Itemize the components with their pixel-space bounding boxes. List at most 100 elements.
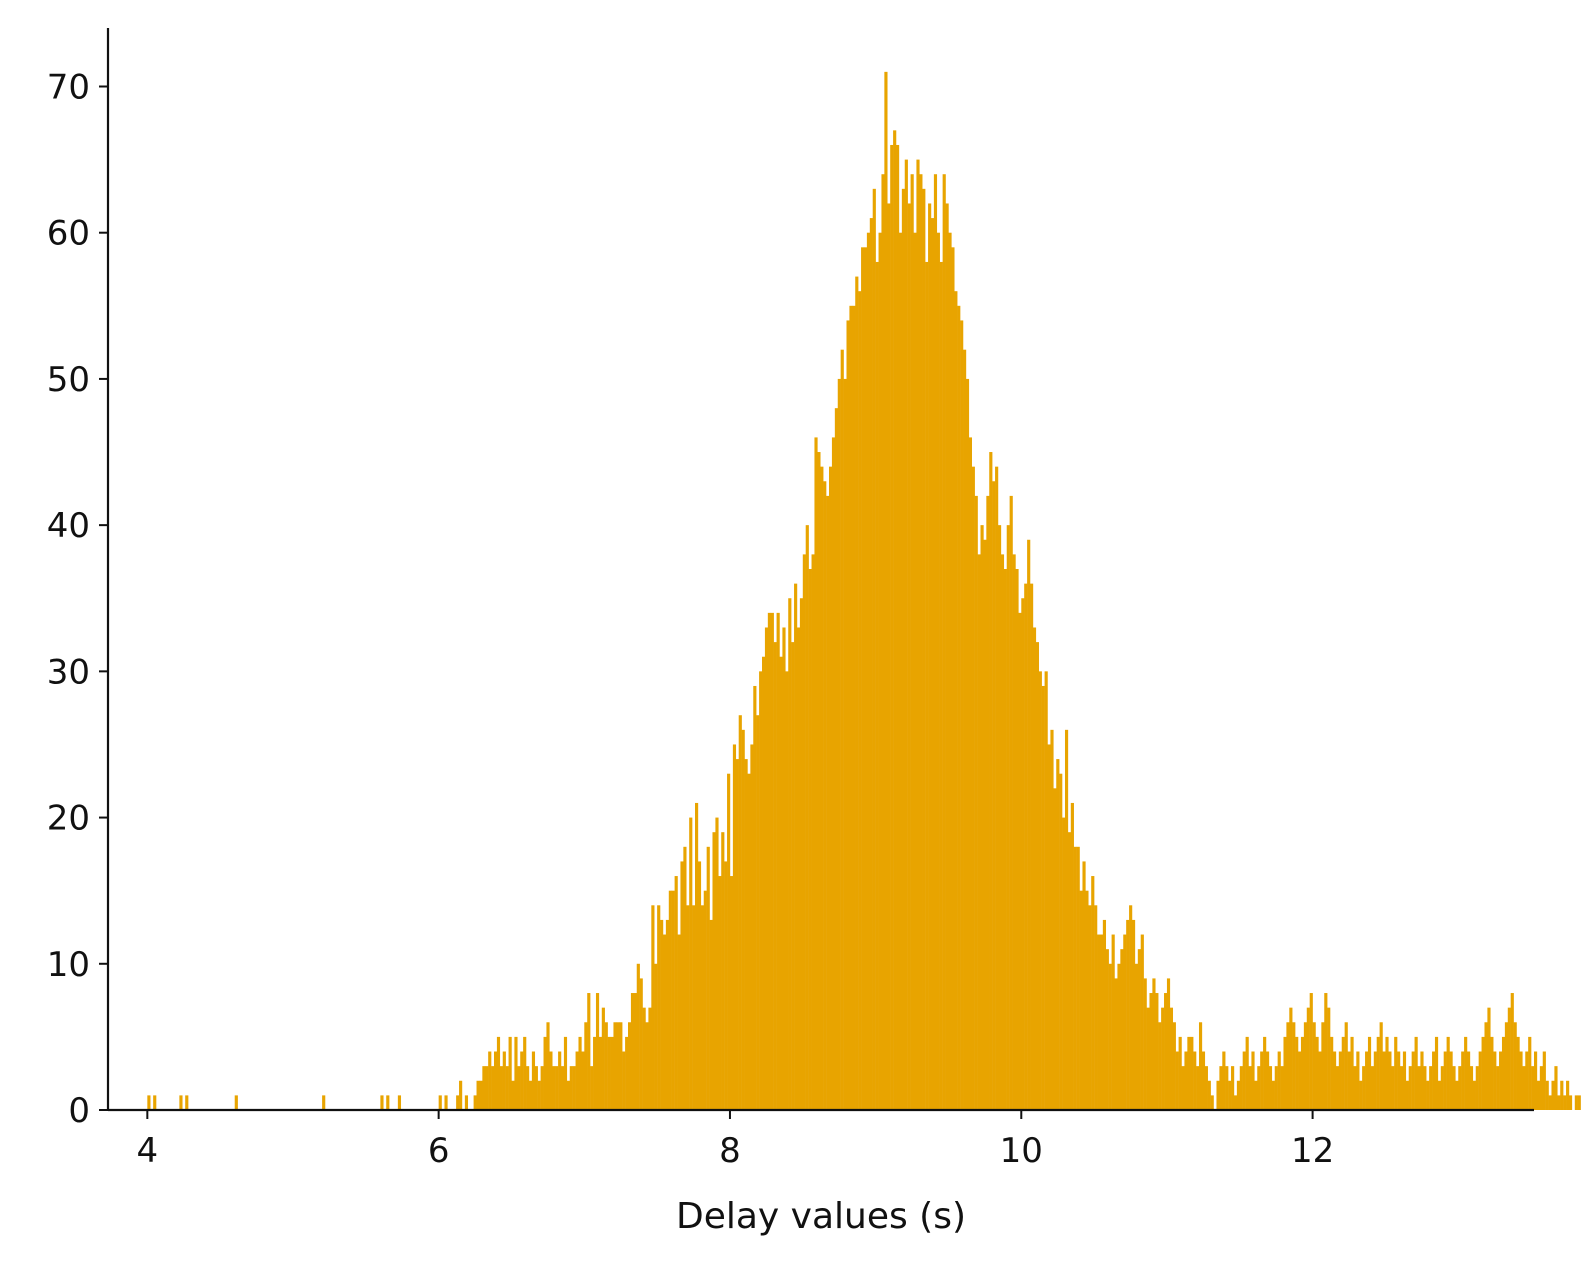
y-tick-label: 20 — [47, 799, 90, 839]
histogram-bar — [1429, 1066, 1433, 1110]
histogram-bar — [179, 1095, 183, 1110]
histogram-bar — [526, 1066, 530, 1110]
histogram-bar — [581, 1051, 585, 1110]
histogram-bar — [1312, 1022, 1316, 1110]
histogram-bar — [1012, 554, 1016, 1110]
histogram-bar — [473, 1095, 477, 1110]
y-tick-label: 30 — [47, 652, 90, 692]
histogram-bar — [907, 203, 911, 1110]
y-tick-label: 10 — [47, 945, 90, 985]
histogram-bar — [759, 671, 763, 1110]
histogram-bar — [1070, 802, 1074, 1110]
histogram-bar — [531, 1051, 536, 1110]
histogram-bar — [735, 759, 739, 1110]
histogram-bar — [767, 612, 771, 1110]
histogram-bar — [1472, 1080, 1476, 1110]
histogram-bar — [397, 1095, 402, 1110]
histogram-bar — [840, 349, 844, 1110]
histogram-bar — [630, 993, 635, 1110]
histogram-bar — [799, 598, 804, 1110]
x-axis-ticks: 4 6 8 10 12 — [137, 1110, 1334, 1171]
histogram-bar — [1158, 1022, 1162, 1110]
histogram-bar — [1300, 1036, 1305, 1110]
histogram-bar — [1239, 1066, 1243, 1110]
histogram-bar — [1085, 890, 1089, 1110]
histogram-bar — [1067, 832, 1072, 1110]
histogram-bar — [1417, 1066, 1421, 1110]
histogram-bar — [1362, 1066, 1366, 1110]
histogram-bar — [1440, 1066, 1444, 1110]
histogram-bar — [147, 1095, 151, 1110]
histogram-bar — [642, 1007, 646, 1110]
histogram-bar — [930, 218, 935, 1110]
histogram-bar — [1557, 1095, 1561, 1110]
histogram-bar — [1318, 1051, 1322, 1110]
histogram-bar — [942, 174, 946, 1111]
histogram-bar — [977, 554, 981, 1110]
histogram-bar — [499, 1066, 503, 1110]
x-tick-label: 6 — [428, 1131, 450, 1171]
histogram-bar — [1405, 1080, 1409, 1110]
histogram-bar — [1434, 1036, 1439, 1110]
histogram-bar — [1373, 1051, 1377, 1110]
histogram-bar — [744, 759, 748, 1110]
histogram-bar — [1047, 744, 1051, 1110]
histogram-bar — [689, 817, 693, 1110]
histogram-bar — [1268, 1066, 1273, 1110]
histogram-bar — [1164, 993, 1168, 1110]
histogram-bar — [1423, 1066, 1427, 1110]
histogram-bar — [1082, 861, 1086, 1110]
histogram-bar — [1461, 1051, 1465, 1110]
histogram-bar — [1196, 1066, 1200, 1110]
histogram-bar — [1000, 554, 1005, 1110]
histogram-bar — [861, 247, 865, 1110]
histogram-bar — [791, 642, 795, 1110]
histogram-bar — [234, 1095, 238, 1110]
y-tick-label: 40 — [47, 506, 90, 546]
histogram-bar — [1131, 919, 1136, 1110]
histogram-bar — [1382, 1051, 1386, 1110]
histogram-bar — [491, 1066, 495, 1110]
histogram-bar — [1228, 1080, 1232, 1110]
histogram-bar — [671, 890, 675, 1110]
histogram-bar — [945, 203, 949, 1110]
histogram-bar — [1181, 1066, 1185, 1110]
histogram-bar — [1577, 1095, 1581, 1110]
histogram-bar — [843, 378, 847, 1110]
histogram-bar — [1257, 1066, 1261, 1110]
histogram-bar — [1548, 1095, 1552, 1110]
histogram-bar — [598, 1036, 603, 1110]
histogram-bar — [1271, 1080, 1275, 1110]
histogram-bar — [1519, 1051, 1523, 1110]
histogram-bar — [1298, 1051, 1302, 1110]
histogram-bar — [703, 890, 707, 1110]
histogram-bar — [1525, 1051, 1529, 1110]
histogram-bar — [1263, 1036, 1267, 1110]
histogram-bar — [1198, 1022, 1203, 1110]
y-axis-ticks: 0 10 20 30 40 50 60 70 — [47, 67, 108, 1131]
histogram-bar — [540, 1066, 544, 1110]
histogram-bar — [1137, 949, 1141, 1110]
histogram-bar — [846, 320, 850, 1110]
histogram-bar — [619, 1022, 623, 1110]
histogram-bar — [1178, 1036, 1182, 1110]
histogram-bar — [817, 452, 821, 1110]
histogram-bar — [1265, 1051, 1270, 1110]
histogram-bar — [1522, 1066, 1526, 1110]
histogram-bar — [1510, 993, 1514, 1110]
histogram-bar — [648, 1007, 652, 1110]
histogram-bar — [1009, 495, 1013, 1110]
histogram-bar — [1388, 1051, 1392, 1110]
histogram-bar — [616, 1022, 620, 1110]
histogram-bar — [476, 1080, 480, 1110]
histogram-bar — [1059, 773, 1063, 1110]
histogram-bar — [1289, 1007, 1293, 1110]
histogram-bar — [1166, 978, 1171, 1110]
histogram-bar — [1338, 1051, 1342, 1110]
histogram-bar — [732, 744, 737, 1110]
histogram-bar — [1274, 1066, 1278, 1110]
histogram-bar — [884, 71, 888, 1111]
histogram-bar — [928, 203, 932, 1110]
histogram-bar — [1193, 1051, 1197, 1110]
